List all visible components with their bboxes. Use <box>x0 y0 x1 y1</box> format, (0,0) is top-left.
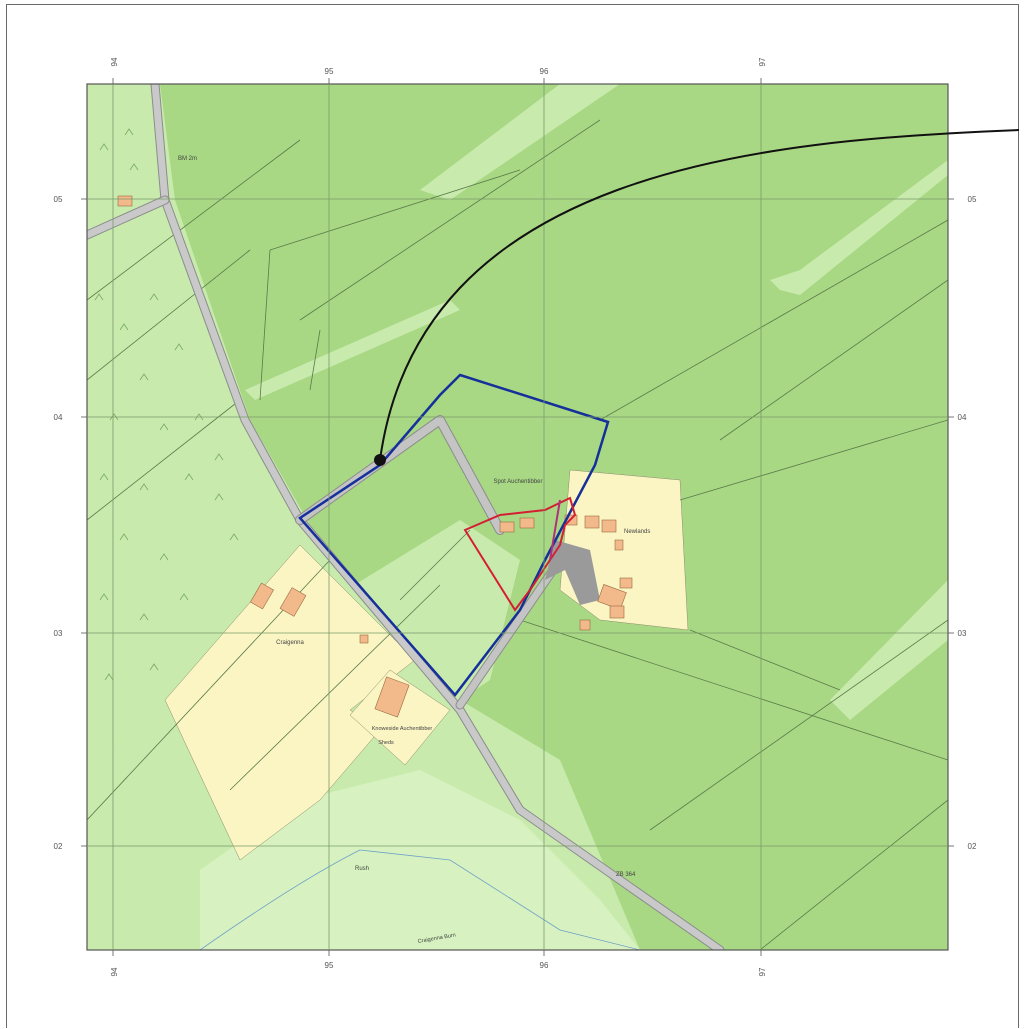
site-boundary-red <box>463 496 577 612</box>
grid-label-bottom-96: 96 <box>540 961 549 970</box>
grid-label-left-05: 05 <box>54 195 63 204</box>
grid-label-bottom-94: 94 <box>110 967 119 976</box>
stripe-north <box>420 84 620 200</box>
label-knoweside: Knoweside Auchentibber <box>372 726 433 732</box>
grid-label-bottom-95: 95 <box>325 961 334 970</box>
access-track-south <box>456 556 564 709</box>
farm-yard <box>545 540 600 605</box>
grid-label-left-03: 03 <box>54 629 63 638</box>
grid-lines <box>87 84 948 950</box>
grid-label-left-04: 04 <box>54 413 63 422</box>
tree-symbols <box>94 128 239 681</box>
road-main <box>151 84 724 950</box>
field-south-lighter <box>200 770 640 950</box>
grid-label-left-02: 02 <box>54 842 63 851</box>
label-craigenna: Craigenna <box>276 640 304 646</box>
grid-label-right-04: 04 <box>958 413 967 422</box>
road-west <box>87 196 169 239</box>
grid-label-bottom-97: 97 <box>758 967 767 976</box>
stripe-east <box>830 580 948 720</box>
label-sheds: Sheds <box>378 740 394 746</box>
sheet-border <box>6 4 1019 1028</box>
label-spot: BM 2m <box>178 156 197 162</box>
grid-label-top-94: 94 <box>110 57 119 66</box>
stream <box>199 849 641 950</box>
site-boundary-blue <box>298 373 610 697</box>
grid-label-right-02: 02 <box>968 842 977 851</box>
label-farm-upper: Spot Auchentibber <box>493 479 542 485</box>
stripe-northeast <box>770 160 948 295</box>
map-frame <box>86 83 949 951</box>
grid-label-top-97: 97 <box>758 57 767 66</box>
label-road: ZB 364 <box>616 872 636 878</box>
settlement-knoweside <box>349 669 451 766</box>
location-dot <box>374 454 386 466</box>
grid-label-top-96: 96 <box>540 67 549 76</box>
grid-label-top-95: 95 <box>325 67 334 76</box>
label-newlands: Newlands <box>624 529 650 535</box>
grid-label-right-05: 05 <box>968 195 977 204</box>
leader-line <box>379 129 1020 461</box>
grid-label-right-03: 03 <box>958 629 967 638</box>
label-rush: Rush <box>355 866 369 872</box>
field-site <box>330 520 520 700</box>
stripe-mid <box>245 300 460 400</box>
